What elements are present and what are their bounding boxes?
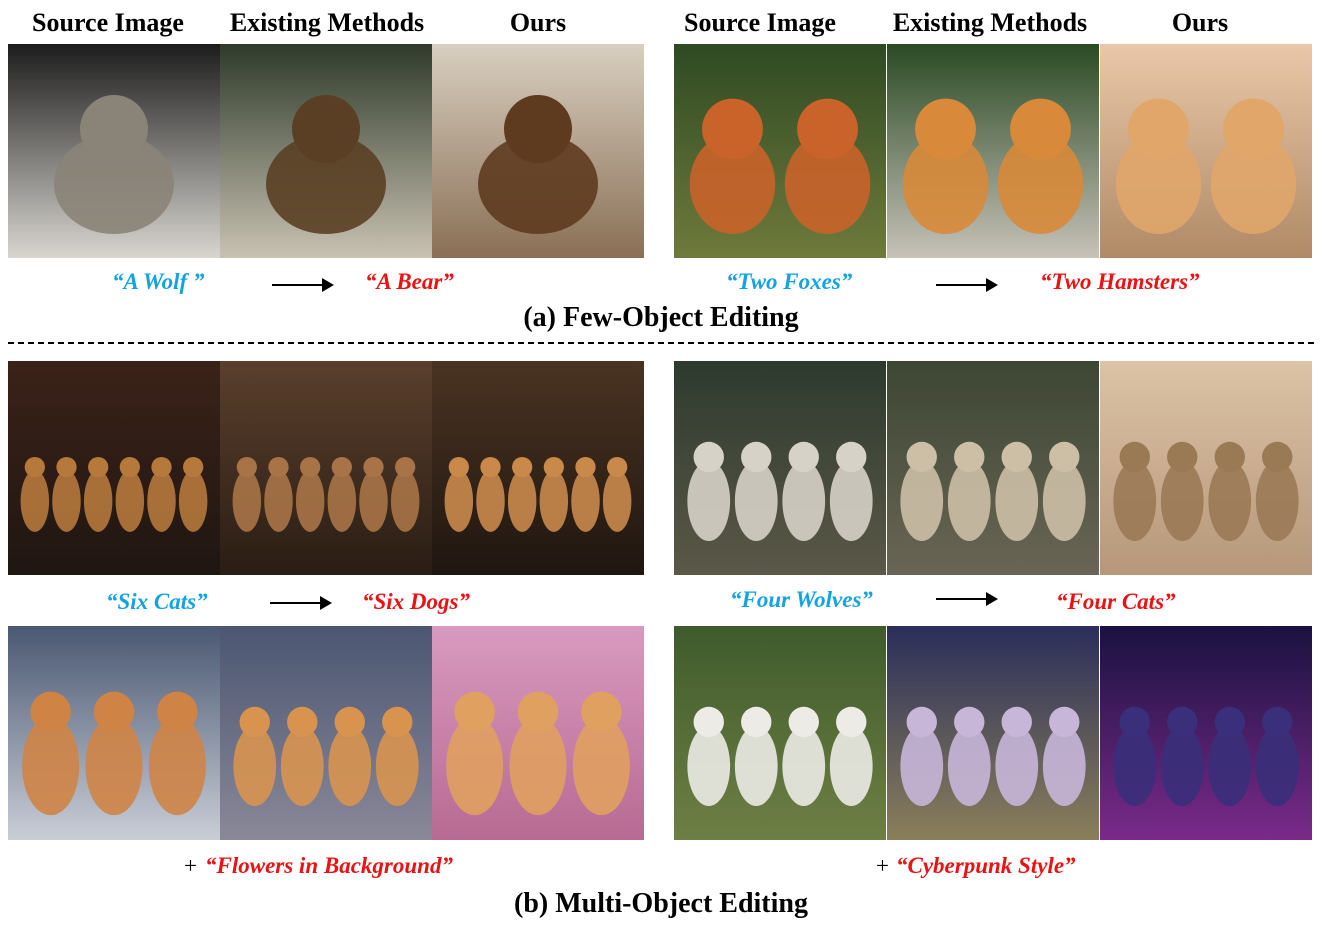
foxes-source-image <box>674 44 886 258</box>
prompt-two-foxes: “Two Foxes” <box>726 269 853 294</box>
arrow-icon <box>270 596 332 610</box>
prompt-four-wolves: “Four Wolves” <box>730 587 873 612</box>
kittens-existing-image <box>220 626 432 840</box>
sheep-source-image <box>674 626 886 840</box>
cats-source-image <box>8 361 220 575</box>
header-source-right: Source Image <box>684 8 836 37</box>
sheep-ours-image <box>1100 626 1312 840</box>
header-existing-right: Existing Methods <box>892 8 1088 37</box>
wolves-existing-image <box>887 361 1099 575</box>
cats-ours-image <box>1100 361 1312 575</box>
caption-multi-object: (b) Multi-Object Editing <box>514 888 808 919</box>
prompt-cyberpunk-style: “Cyberpunk Style” <box>896 853 1076 878</box>
hamsters-ours-image <box>1100 44 1312 258</box>
kittens-source-image <box>8 626 220 840</box>
header-source-left: Source Image <box>32 8 184 37</box>
bear-ours-image <box>432 44 644 258</box>
header-existing-left: Existing Methods <box>229 8 425 37</box>
dogs-ours-image <box>432 361 644 575</box>
prompt-six-dogs: “Six Dogs” <box>362 589 470 614</box>
arrow-icon <box>936 592 998 606</box>
dogs-existing-image <box>220 361 432 575</box>
prompt-four-cats: “Four Cats” <box>1056 589 1176 614</box>
plus-sign: + <box>876 853 889 878</box>
prompt-bear: “A Bear” <box>365 269 454 294</box>
section-divider <box>8 342 1314 344</box>
plus-sign: + <box>184 853 197 878</box>
arrow-icon <box>272 278 334 292</box>
prompt-flowers-in-background: “Flowers in Background” <box>205 853 453 878</box>
wolf-source-image <box>8 44 220 258</box>
header-ours-right: Ours <box>1171 8 1229 37</box>
bear-existing-image <box>220 44 432 258</box>
header-ours-left: Ours <box>509 8 567 37</box>
prompt-two-hamsters: “Two Hamsters” <box>1040 269 1200 294</box>
caption-few-object: (a) Few-Object Editing <box>523 302 799 333</box>
prompt-six-cats: “Six Cats” <box>106 589 208 614</box>
hamsters-existing-image <box>887 44 1099 258</box>
wolves-source-image <box>674 361 886 575</box>
prompt-wolf: “A Wolf ” <box>112 269 205 294</box>
arrow-icon <box>936 278 998 292</box>
kittens-ours-image <box>432 626 644 840</box>
sheep-existing-image <box>887 626 1099 840</box>
